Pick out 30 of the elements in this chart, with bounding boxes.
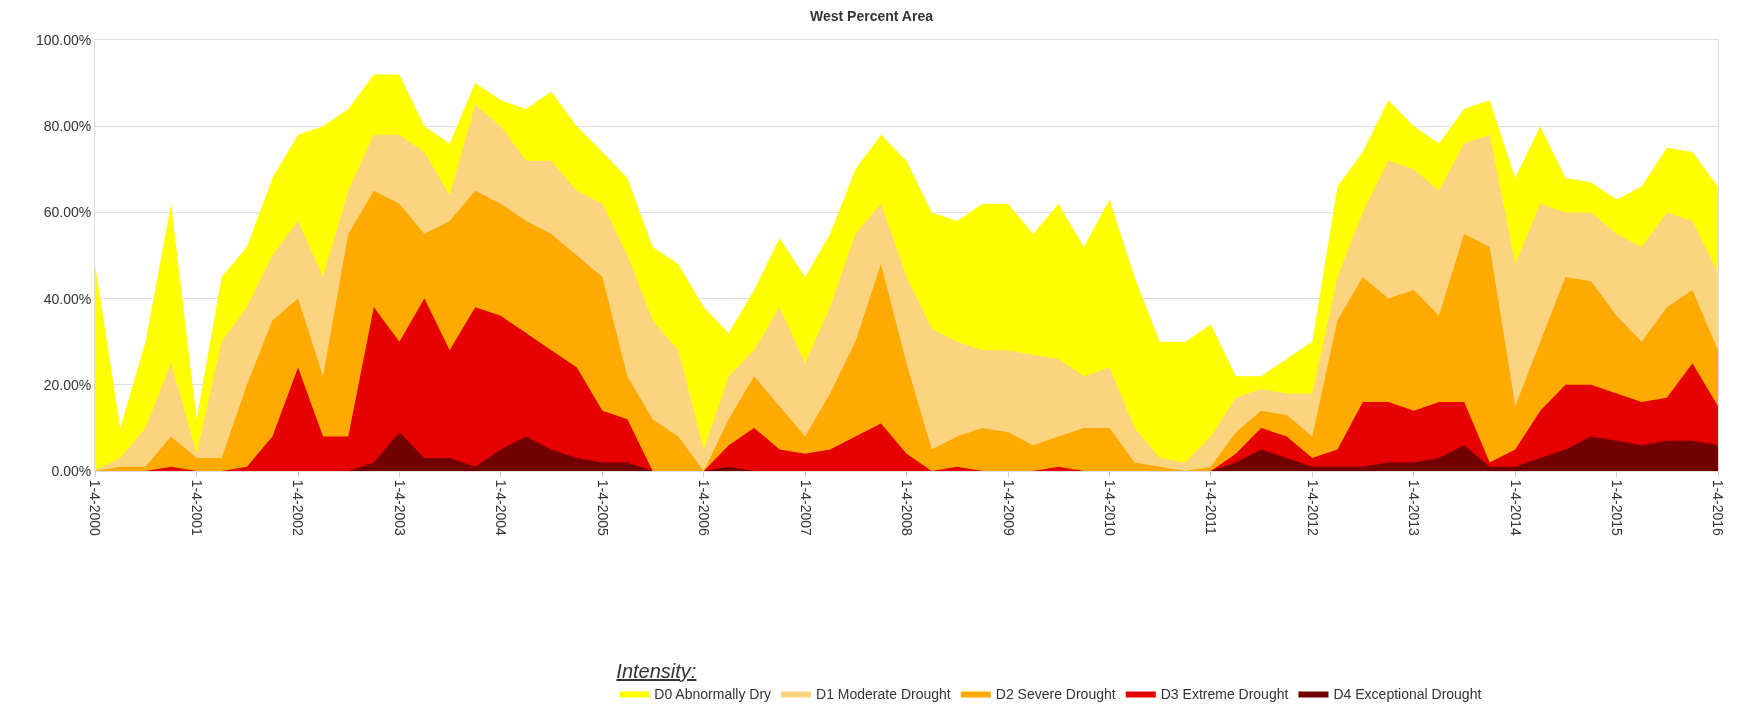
- y-tick-label: 0.00%: [51, 462, 92, 479]
- x-tick-label: 1-4-2013: [1406, 479, 1423, 537]
- legend-label: D2 Severe Drought: [995, 686, 1116, 703]
- x-tick-label: 1-4-2015: [1609, 479, 1626, 537]
- y-tick-label: 100.00%: [35, 31, 92, 48]
- x-tick-label: 1-4-2010: [1101, 479, 1118, 537]
- x-tick-label: 1-4-2012: [1304, 479, 1321, 537]
- x-tick-label: 1-4-2011: [1203, 479, 1220, 536]
- legend-label: D3 Extreme Drought: [1160, 686, 1289, 703]
- legend-label: D4 Exceptional Drought: [1333, 686, 1482, 703]
- legend-title: Intensity:: [616, 660, 697, 683]
- x-tick-label: 1-4-2007: [797, 479, 814, 537]
- x-tick-label: 1-4-2006: [696, 479, 713, 537]
- y-tick-label: 40.00%: [43, 290, 92, 307]
- y-tick-label: 80.00%: [43, 118, 92, 135]
- y-tick-label: 60.00%: [43, 204, 92, 221]
- x-tick-label: 1-4-2002: [290, 479, 307, 537]
- x-tick-label: 1-4-2001: [189, 479, 206, 537]
- x-tick-label: 1-4-2014: [1507, 479, 1524, 537]
- chart-title: West Percent Area: [810, 7, 934, 24]
- y-tick-label: 20.00%: [43, 376, 92, 393]
- x-tick-label: 1-4-2016: [1710, 479, 1727, 537]
- legend-label: D0 Abnormally Dry: [654, 686, 772, 703]
- legend-label: D1 Moderate Drought: [816, 686, 951, 703]
- x-tick-label: 1-4-2008: [898, 479, 915, 537]
- x-tick-label: 1-4-2005: [594, 479, 611, 537]
- x-tick-label: 1-4-2003: [391, 479, 408, 537]
- x-tick-label: 1-4-2009: [1000, 479, 1017, 537]
- x-tick-label: 1-4-2004: [493, 479, 510, 537]
- x-tick-label: 1-4-2000: [87, 479, 104, 537]
